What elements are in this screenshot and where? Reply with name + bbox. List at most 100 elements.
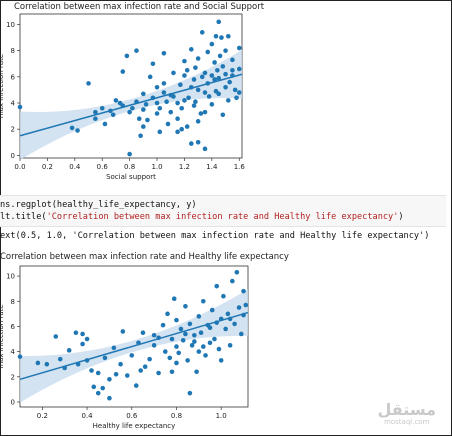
scatter-point xyxy=(124,53,130,59)
chart2-title: Correlation between max infection rate a… xyxy=(0,252,289,262)
x-axis-label: Healthy life expectancy xyxy=(93,422,176,430)
y-tick-label: 2 xyxy=(11,126,15,134)
scatter-point xyxy=(89,368,94,373)
scatter-point xyxy=(154,100,160,106)
scatter-point xyxy=(189,343,195,348)
scatter-point xyxy=(127,109,132,115)
scatter-point xyxy=(209,102,215,107)
scatter-point xyxy=(225,33,231,39)
scatter-point xyxy=(200,344,206,349)
scatter-point xyxy=(236,90,242,95)
scatter-point xyxy=(183,303,188,309)
scatter-point xyxy=(156,370,161,376)
scatter-point xyxy=(207,325,213,330)
y-tick-label: 8 xyxy=(11,298,15,306)
scatter-point xyxy=(162,349,168,354)
x-tick-label: 0.8 xyxy=(124,163,135,171)
scatter-point xyxy=(220,64,226,69)
scatter-point xyxy=(93,116,98,122)
scatter-point xyxy=(234,269,240,275)
x-tick-label: 1.4 xyxy=(206,163,218,171)
scatter-point xyxy=(182,98,187,103)
scatter-point xyxy=(107,395,112,401)
watermark-url: mostaql.com xyxy=(384,418,430,426)
scatter-point xyxy=(80,331,85,337)
scatter-point xyxy=(209,41,215,47)
scatter-point xyxy=(93,109,98,115)
scatter-point xyxy=(230,67,235,73)
y-tick-label: 0 xyxy=(11,398,15,406)
scatter-point xyxy=(73,330,79,336)
scatter-point xyxy=(179,126,185,132)
scatter-point xyxy=(175,116,180,122)
x-tick-label: 0.6 xyxy=(97,163,109,171)
scatter-point xyxy=(195,139,201,145)
scatter-point xyxy=(130,105,135,111)
scatter-point xyxy=(209,307,215,313)
scatter-point xyxy=(165,311,170,317)
scatter-point xyxy=(198,111,204,116)
y-tick-label: 6 xyxy=(11,73,16,81)
scatter-point xyxy=(230,57,235,63)
scatter-point xyxy=(216,75,222,81)
x-tick-label: 0.4 xyxy=(81,412,93,420)
scatter-point xyxy=(232,321,237,327)
scatter-point xyxy=(147,356,152,362)
scatter-point xyxy=(185,358,190,363)
scatter-point xyxy=(217,53,223,59)
y-tick-label: 10 xyxy=(6,273,15,281)
scatter-point xyxy=(157,129,163,135)
scatter-point xyxy=(140,330,146,336)
scatter-point xyxy=(202,90,208,95)
scatter-point xyxy=(188,47,194,52)
scatter-point xyxy=(200,298,206,304)
scatter-point xyxy=(236,45,242,51)
scatter-point xyxy=(129,353,135,358)
scatter-point xyxy=(141,107,146,112)
code-line-2: lt.title('Correlation between max infect… xyxy=(0,212,404,222)
scatter-point xyxy=(227,79,232,85)
y-axis-label: max infection rate xyxy=(0,304,5,368)
scatter-point xyxy=(171,70,176,76)
code-close: ) xyxy=(398,212,404,222)
scatter-point xyxy=(66,348,72,353)
x-tick-label: 1.6 xyxy=(234,163,246,171)
scatter-point xyxy=(220,112,226,118)
scatter-point xyxy=(35,360,41,366)
x-axis-label: Social support xyxy=(106,173,156,181)
scatter-point xyxy=(91,384,97,390)
scatter-point xyxy=(145,117,150,123)
scatter-point xyxy=(110,112,116,118)
scatter-point xyxy=(174,360,179,366)
code-cell[interactable]: ns.regplot(healthy_life_expectancy, y) l… xyxy=(0,195,446,227)
scatter-point xyxy=(202,70,208,76)
scatter-point xyxy=(193,65,198,70)
scatter-point xyxy=(212,77,217,82)
scatter-point xyxy=(192,339,197,344)
scatter-point xyxy=(199,74,205,80)
scatter-point xyxy=(196,314,202,319)
scatter-point xyxy=(175,129,180,135)
scatter-point xyxy=(203,353,208,358)
x-tick-label: 0.8 xyxy=(171,412,182,420)
scatter-point xyxy=(195,56,201,61)
scatter-point xyxy=(193,99,198,105)
x-tick-label: 0.0 xyxy=(14,163,25,171)
chart1-title: Correlation between max infection rate a… xyxy=(14,2,265,12)
scatter-point xyxy=(44,361,50,367)
y-tick-label: 4 xyxy=(11,100,16,108)
scatter-point xyxy=(95,390,101,396)
scatter-point xyxy=(198,330,204,336)
scatter-point xyxy=(69,125,75,131)
scatter-point xyxy=(216,19,222,25)
scatter-point xyxy=(178,326,184,332)
y-tick-label: 8 xyxy=(11,47,15,55)
scatter-point xyxy=(151,332,157,338)
scatter-point xyxy=(182,73,187,78)
scatter-point xyxy=(142,364,148,370)
scatter-point xyxy=(171,94,176,99)
scatter-point xyxy=(147,74,153,80)
scatter-point xyxy=(243,302,249,308)
scatter-point xyxy=(176,350,182,356)
scatter-point xyxy=(134,48,139,53)
